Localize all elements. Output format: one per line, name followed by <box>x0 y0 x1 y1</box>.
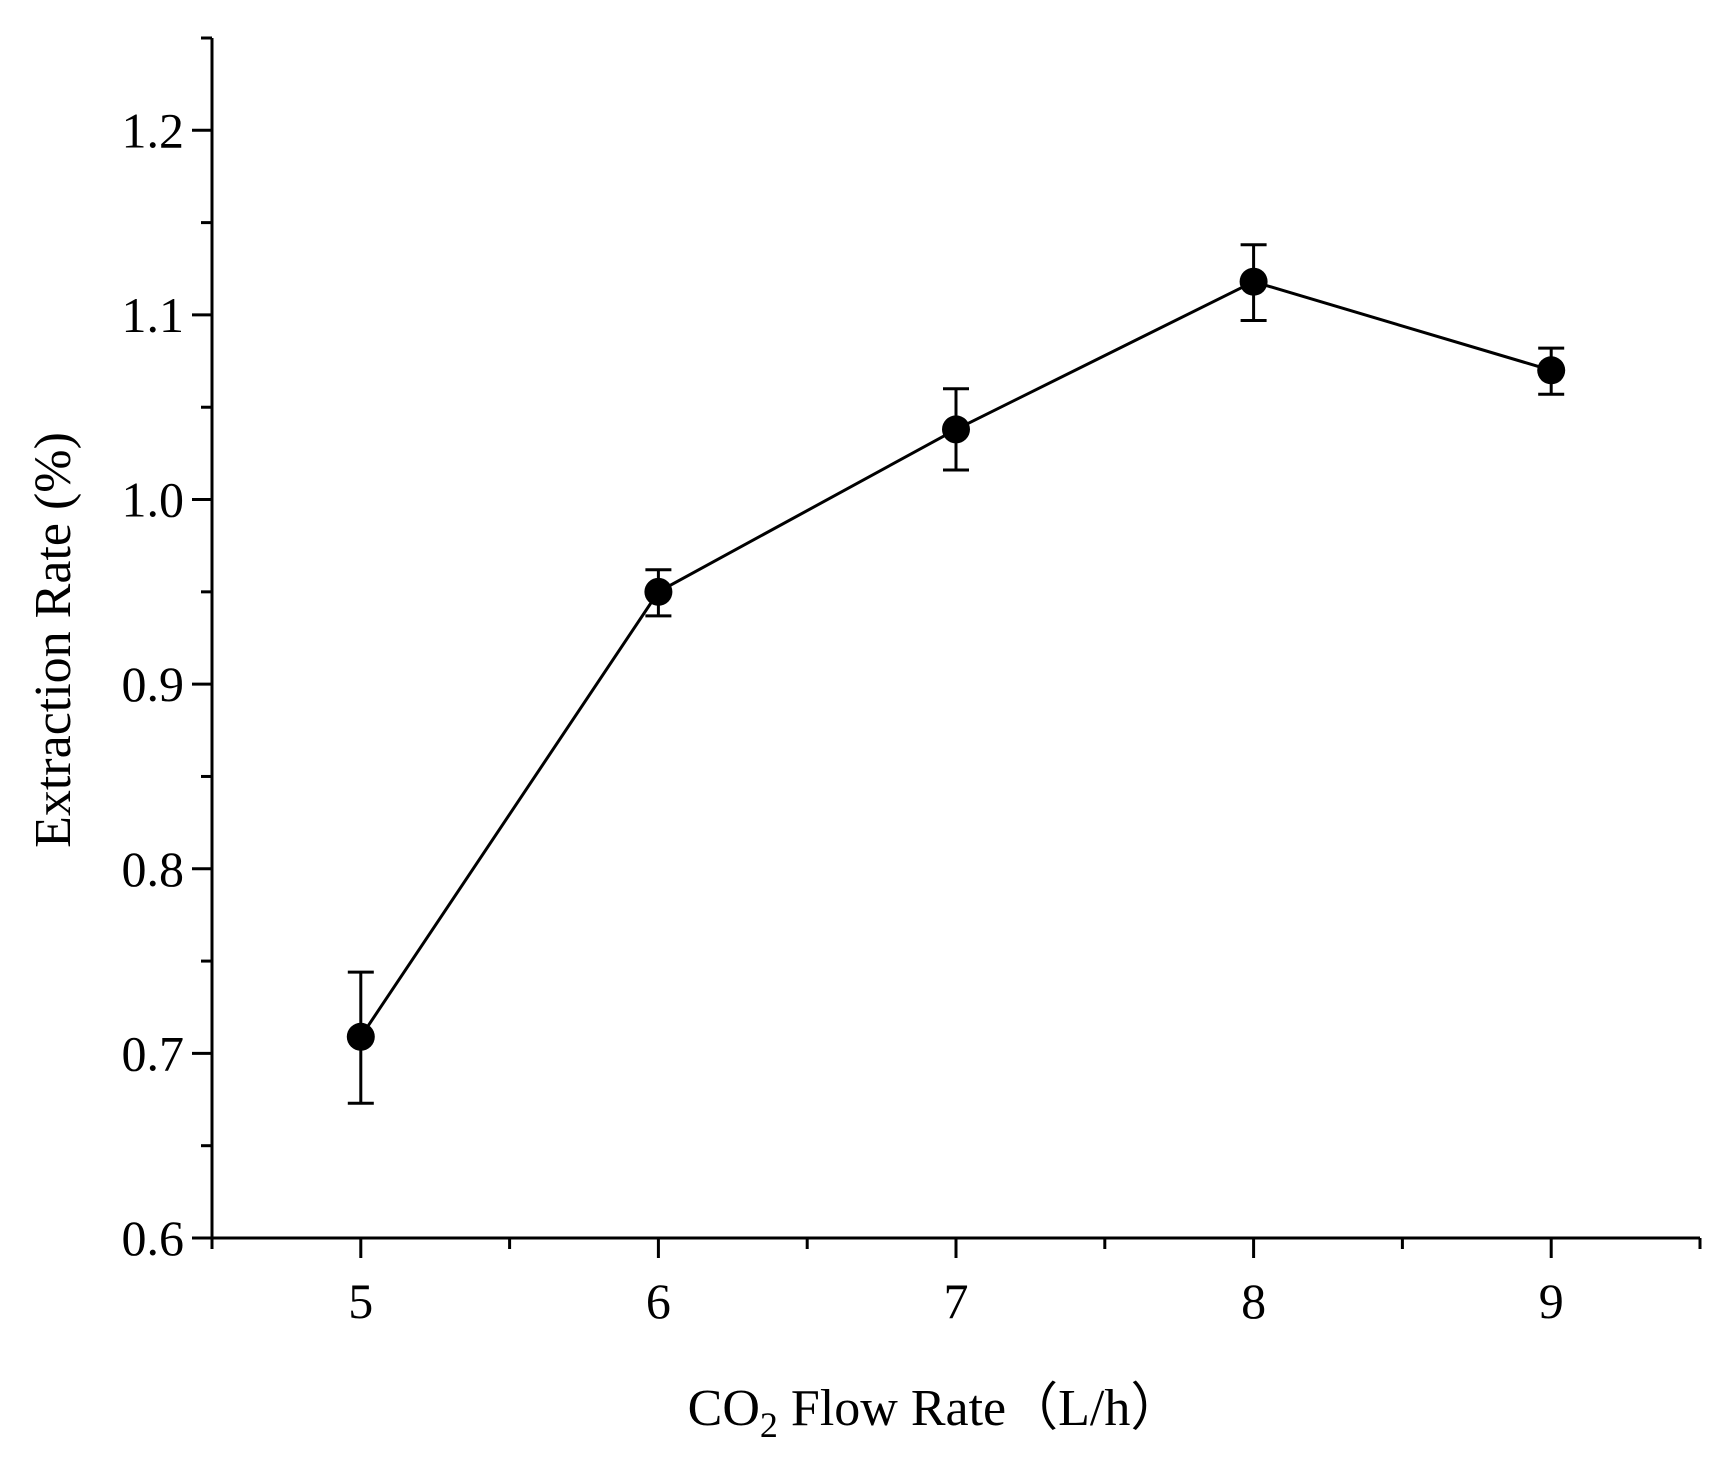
x-tick-label: 8 <box>1241 1273 1266 1329</box>
x-tick-label: 7 <box>944 1273 969 1329</box>
x-tick-label: 9 <box>1539 1273 1564 1329</box>
series-layer <box>346 243 1566 1105</box>
y-tick-label: 0.7 <box>122 1025 185 1081</box>
data-point <box>1537 356 1566 385</box>
x-axis-title-post: Flow Rate（L/h） <box>778 1380 1182 1437</box>
y-tick-label: 0.6 <box>122 1210 185 1266</box>
axes <box>210 38 1700 1240</box>
y-tick-label: 1.1 <box>122 287 185 343</box>
y-axis-title: Extraction Rate (%) <box>25 432 82 848</box>
x-axis-title: CO2 Flow Rate（L/h） <box>688 1380 1183 1445</box>
data-point <box>644 577 673 606</box>
y-tick-label: 1.2 <box>122 102 185 158</box>
x-tick-label: 5 <box>348 1273 373 1329</box>
x-axis-title-pre: CO <box>688 1380 760 1437</box>
data-point <box>942 415 970 444</box>
y-tick-label: 0.9 <box>122 656 185 712</box>
x-ticks: 5 6 7 8 9 <box>210 1238 1702 1329</box>
y-tick-label: 1.0 <box>122 472 185 528</box>
y-tick-label: 0.8 <box>122 841 185 897</box>
data-point <box>346 1022 375 1051</box>
data-point <box>1239 267 1268 296</box>
y-ticks: 0.6 0.7 0.8 0.9 1.0 1.1 1.2 <box>122 36 212 1266</box>
x-tick-label: 6 <box>646 1273 671 1329</box>
x-axis-title-sub: 2 <box>760 1405 778 1445</box>
